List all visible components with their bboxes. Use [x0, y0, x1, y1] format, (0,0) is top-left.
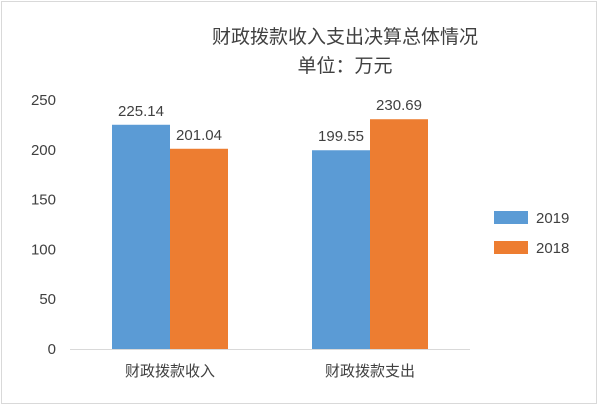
x-tick-label: 财政拨款支出	[325, 362, 415, 380]
y-tick-label: 250	[31, 92, 56, 109]
y-tick-label: 200	[31, 142, 56, 159]
legend-swatch	[494, 211, 528, 224]
data-label: 201.04	[176, 127, 222, 144]
bar	[370, 119, 428, 349]
bar	[112, 124, 170, 349]
data-label: 225.14	[118, 103, 164, 120]
x-tick-label: 财政拨款收入	[125, 362, 215, 380]
legend: 2019 2018	[494, 210, 569, 257]
y-tick-label: 0	[48, 341, 56, 358]
y-tick-label: 100	[31, 241, 56, 258]
chart-subtitle: 单位：万元	[297, 55, 392, 77]
data-label: 230.69	[376, 97, 422, 114]
y-tick-label: 50	[39, 291, 56, 308]
chart-title: 财政拨款收入支出决算总体情况	[212, 26, 478, 48]
bars: 225.14 201.04 199.55 230.69	[112, 97, 428, 349]
legend-swatch	[494, 241, 528, 254]
legend-label: 2018	[536, 240, 569, 257]
x-axis: 财政拨款收入 财政拨款支出	[70, 349, 470, 380]
bar	[170, 148, 228, 349]
y-axis: 0 50 100 150 200 250	[31, 92, 56, 358]
data-label: 199.55	[318, 128, 364, 145]
bar	[312, 150, 370, 349]
legend-label: 2019	[536, 210, 569, 227]
y-tick-label: 150	[31, 192, 56, 209]
